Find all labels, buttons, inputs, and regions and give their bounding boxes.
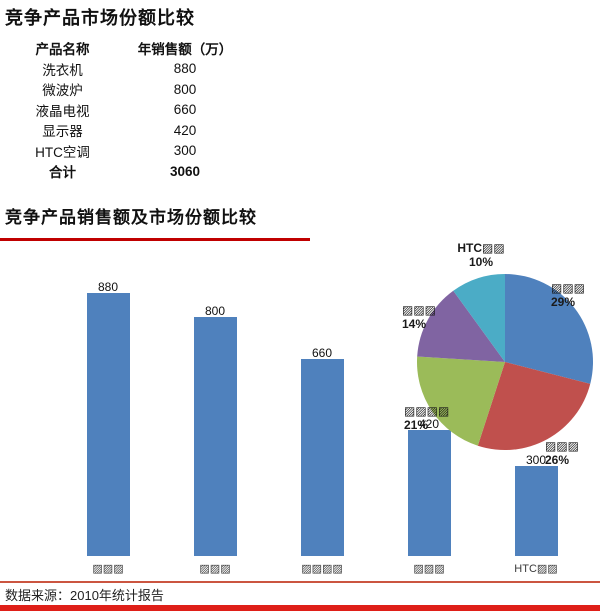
bar-4 bbox=[407, 430, 451, 556]
table-header-product: 产品名称 bbox=[35, 42, 90, 58]
footer-divider-line bbox=[0, 581, 600, 583]
pie-label-name: ▨▨▨ bbox=[545, 439, 580, 453]
pie-label-pct: 14% bbox=[402, 317, 427, 331]
total-label: 合计 bbox=[49, 165, 76, 181]
bar-x-label: HTC▨▨ bbox=[514, 563, 558, 575]
section-title: 竞争产品销售额及市场份额比较 bbox=[5, 208, 257, 227]
total-value: 3060 bbox=[169, 163, 201, 179]
table-row: 微波炉 800 bbox=[5, 79, 250, 100]
pie-label-name: ▨▨▨ bbox=[551, 281, 586, 295]
table-header-sales: 年销售额（万） bbox=[137, 42, 233, 58]
product-value: 420 bbox=[173, 122, 197, 138]
pie-label-name: ▨▨▨▨ bbox=[404, 404, 450, 418]
table-header-row: 产品名称 年销售额（万） bbox=[5, 38, 250, 59]
bar-x-label: ▨▨▨ bbox=[413, 563, 445, 575]
product-value: 800 bbox=[173, 81, 197, 97]
pie-label-pct: 21% bbox=[404, 418, 429, 432]
bar-5 bbox=[514, 466, 558, 556]
pie-label-washer: ▨▨▨ 29% bbox=[551, 281, 597, 309]
product-name: 显示器 bbox=[42, 124, 83, 140]
pie-slice-1 bbox=[505, 274, 594, 384]
footer-bottom-line bbox=[0, 605, 600, 611]
product-name: 洗衣机 bbox=[42, 62, 83, 78]
pie-label-htc: HTC▨▨ 10% bbox=[443, 241, 519, 269]
sales-table: 产品名称 年销售额（万） 洗衣机 880 微波炉 800 液晶电视 660 显示… bbox=[5, 38, 250, 182]
product-value: 880 bbox=[173, 61, 197, 77]
pie-label-pct: 26% bbox=[545, 453, 570, 467]
pie-slice-5 bbox=[453, 274, 505, 362]
section-title-underline bbox=[0, 238, 310, 241]
pie-label-pct: 29% bbox=[551, 295, 576, 309]
pie-label-monitor: ▨▨▨ 14% bbox=[402, 303, 444, 331]
table-total-row: 合计 3060 bbox=[5, 161, 250, 182]
table-row: 显示器 420 bbox=[5, 120, 250, 141]
data-source-text: 数据来源：2010年统计报告 bbox=[5, 588, 164, 603]
bar-value-label: 660 bbox=[311, 346, 333, 360]
page-title: 竞争产品市场份额比较 bbox=[5, 8, 195, 28]
pie-label-name: ▨▨▨ bbox=[402, 303, 437, 317]
pie-label-microwave: ▨▨▨ 26% bbox=[545, 439, 587, 467]
pie-slice-2 bbox=[477, 362, 591, 450]
pie-slice-3 bbox=[416, 356, 505, 446]
bar-value-label: 420 bbox=[418, 417, 440, 431]
product-value: 660 bbox=[173, 102, 197, 118]
bar-2 bbox=[193, 317, 237, 556]
pie-label-name: HTC▨▨ bbox=[457, 241, 505, 255]
product-value: 300 bbox=[173, 143, 197, 159]
bar-x-label: ▨▨▨ bbox=[199, 563, 231, 575]
pie-label-tv: ▨▨▨▨ 21% bbox=[404, 404, 458, 432]
table-row: HTC空调 300 bbox=[5, 141, 250, 162]
bar-x-label: ▨▨▨▨ bbox=[301, 563, 343, 575]
product-name: HTC空调 bbox=[35, 144, 90, 160]
product-name: 微波炉 bbox=[42, 83, 83, 99]
bar-value-label: 880 bbox=[97, 280, 119, 294]
bar-value-label: 300 bbox=[525, 453, 547, 467]
bar-x-label: ▨▨▨ bbox=[92, 563, 124, 575]
pie-chart-svg bbox=[416, 274, 594, 450]
product-name: 液晶电视 bbox=[35, 103, 90, 119]
bar-value-label: 800 bbox=[204, 304, 226, 318]
table-row: 洗衣机 880 bbox=[5, 59, 250, 80]
bar-1 bbox=[86, 293, 130, 556]
bar-3 bbox=[300, 359, 344, 556]
pie-slice-4 bbox=[417, 290, 505, 362]
table-row: 液晶电视 660 bbox=[5, 100, 250, 121]
pie-label-pct: 10% bbox=[468, 255, 494, 269]
